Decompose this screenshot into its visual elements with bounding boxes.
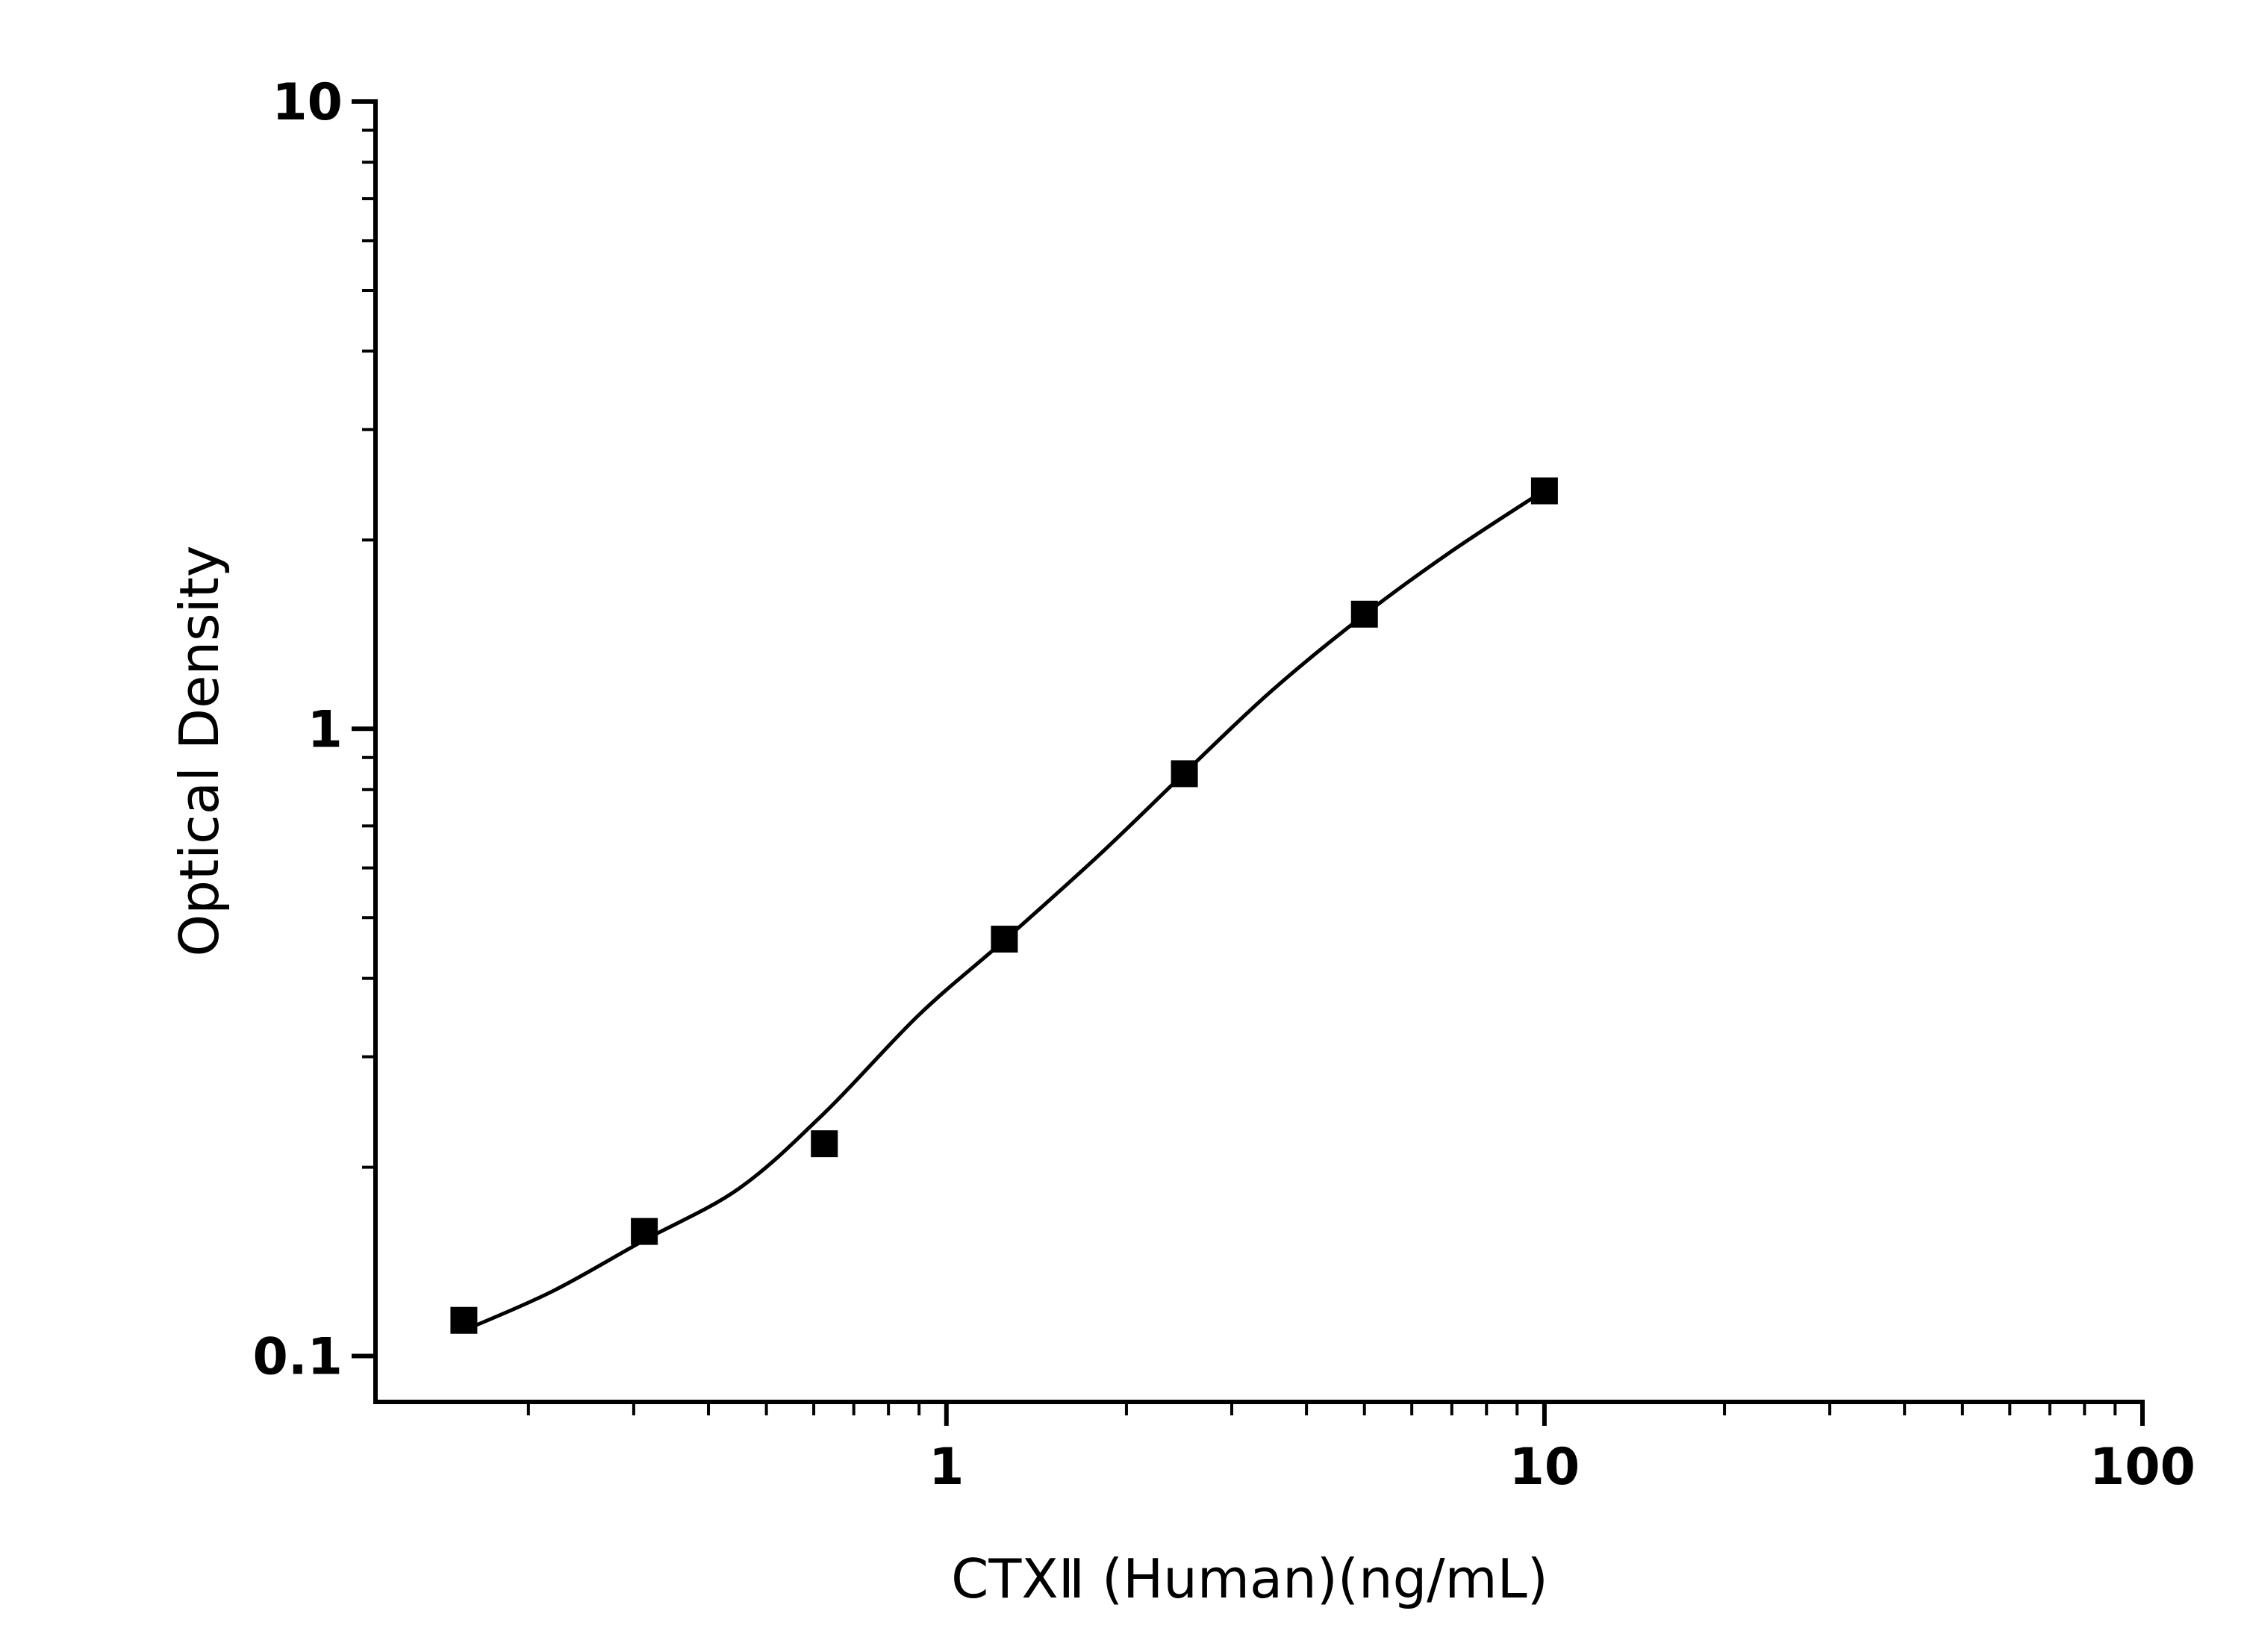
fit-curve bbox=[470, 488, 1546, 1330]
data-point bbox=[811, 1130, 838, 1158]
y-axis-title: Optical Density bbox=[168, 546, 231, 957]
x-tick-label: 100 bbox=[2089, 1438, 2195, 1497]
y-tick-label: 1 bbox=[308, 700, 343, 759]
x-tick-label: 10 bbox=[1509, 1438, 1580, 1497]
data-point bbox=[631, 1218, 658, 1245]
x-axis-title: CTXⅡ (Human)(ng/mL) bbox=[951, 1547, 1548, 1610]
y-tick-label: 10 bbox=[272, 73, 343, 132]
data-point bbox=[1171, 760, 1198, 788]
data-point bbox=[1350, 600, 1378, 628]
data-point bbox=[991, 926, 1018, 953]
data-point bbox=[450, 1306, 478, 1334]
y-tick-label: 0.1 bbox=[253, 1328, 343, 1387]
x-tick-label: 1 bbox=[929, 1438, 964, 1497]
data-point bbox=[1530, 477, 1558, 505]
